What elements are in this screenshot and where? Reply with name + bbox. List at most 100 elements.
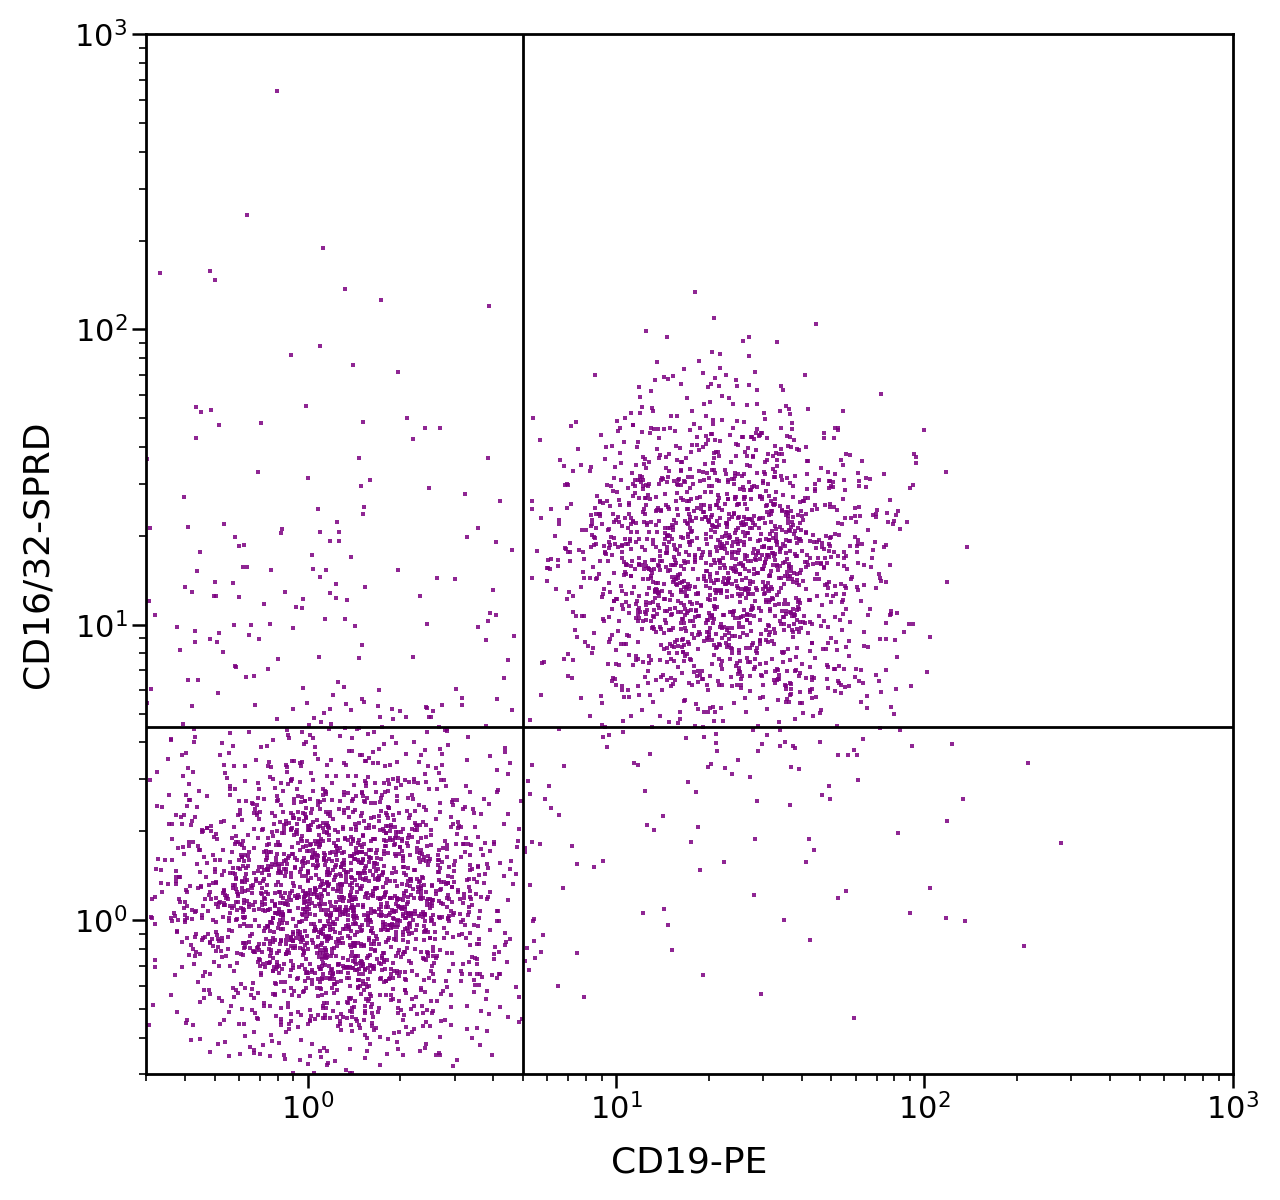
Point — [396, 882, 416, 901]
Point — [667, 436, 687, 455]
Point — [329, 522, 349, 541]
Point — [337, 968, 357, 988]
Point — [321, 714, 342, 733]
Point — [214, 1010, 234, 1030]
Point — [644, 371, 664, 390]
Point — [755, 452, 776, 472]
Point — [326, 589, 347, 608]
Point — [636, 322, 657, 341]
Point — [605, 589, 626, 608]
Point — [515, 839, 535, 858]
Point — [718, 618, 739, 637]
Point — [795, 552, 815, 571]
Point — [750, 631, 771, 650]
Point — [490, 492, 511, 511]
Point — [348, 964, 369, 983]
Point — [799, 590, 819, 610]
Point — [700, 754, 721, 773]
Point — [372, 912, 393, 931]
Point — [431, 852, 452, 871]
Point — [604, 563, 625, 582]
Point — [314, 791, 334, 810]
Point — [353, 850, 374, 869]
Point — [607, 421, 627, 440]
Point — [411, 881, 431, 900]
Point — [591, 715, 612, 734]
Point — [349, 865, 370, 884]
Point — [620, 505, 640, 524]
Point — [621, 566, 641, 586]
Point — [383, 917, 403, 936]
Point — [722, 602, 742, 622]
Point — [746, 551, 767, 570]
Point — [468, 908, 489, 928]
Point — [732, 607, 753, 626]
Point — [714, 536, 735, 556]
Point — [461, 889, 481, 908]
Point — [325, 893, 346, 912]
Point — [716, 514, 736, 533]
Point — [169, 889, 189, 908]
Point — [352, 786, 372, 805]
Point — [732, 516, 753, 535]
Point — [467, 949, 488, 968]
Point — [780, 542, 800, 562]
Point — [746, 440, 767, 460]
Point — [595, 544, 616, 563]
Point — [686, 782, 707, 802]
Point — [308, 870, 329, 889]
Point — [636, 529, 657, 548]
Point — [326, 512, 347, 532]
Point — [384, 858, 404, 877]
Point — [735, 487, 755, 506]
Point — [398, 932, 419, 952]
Point — [333, 1008, 353, 1027]
Point — [847, 577, 868, 596]
Point — [572, 606, 593, 625]
Point — [225, 656, 246, 676]
Point — [192, 906, 212, 925]
Point — [771, 467, 791, 486]
Point — [835, 548, 855, 568]
Point — [817, 553, 837, 572]
Point — [736, 703, 756, 722]
Point — [422, 956, 443, 976]
Point — [388, 910, 408, 929]
Point — [777, 566, 797, 586]
Point — [384, 810, 404, 829]
Point — [388, 943, 408, 962]
Point — [745, 829, 765, 848]
Point — [508, 820, 529, 839]
Point — [371, 968, 392, 988]
Point — [854, 623, 874, 642]
Point — [618, 688, 639, 707]
Point — [677, 577, 698, 596]
Point — [663, 535, 684, 554]
Point — [283, 938, 303, 958]
Point — [460, 845, 480, 864]
Point — [751, 490, 772, 509]
Point — [206, 829, 227, 848]
Point — [292, 866, 312, 886]
Point — [348, 830, 369, 850]
Point — [191, 402, 211, 421]
Point — [840, 570, 860, 589]
Point — [667, 407, 687, 426]
Point — [714, 625, 735, 644]
Point — [599, 607, 620, 626]
Point — [609, 443, 630, 462]
Point — [806, 539, 827, 558]
Point — [399, 805, 420, 824]
Point — [387, 917, 407, 936]
Point — [495, 738, 516, 757]
Point — [165, 965, 186, 984]
Point — [781, 562, 801, 581]
Point — [392, 898, 412, 917]
Point — [675, 512, 695, 532]
Point — [680, 478, 700, 497]
Point — [483, 1045, 503, 1064]
Point — [465, 948, 485, 967]
Point — [384, 817, 404, 836]
Point — [360, 862, 380, 881]
Point — [303, 914, 324, 934]
